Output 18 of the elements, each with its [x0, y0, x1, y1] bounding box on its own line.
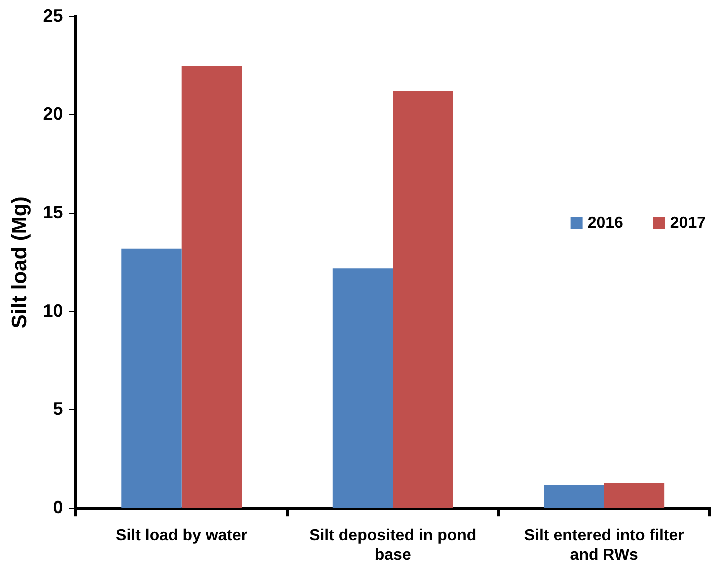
y-tick-label: 5 — [53, 399, 64, 420]
bar — [182, 66, 242, 508]
bar — [544, 484, 604, 508]
y-tick-label: 0 — [53, 498, 64, 518]
x-tick-label: Silt load by water — [116, 528, 248, 545]
bar — [332, 268, 394, 508]
y-tick-label: 20 — [43, 104, 64, 124]
legend-label: 2017 — [670, 214, 706, 232]
y-axis-title: Silt load (Mg) — [8, 196, 32, 329]
x-tick-label: Silt deposited in pond base — [310, 528, 477, 564]
x-tick-label: Silt entered into filter and RWs — [524, 528, 684, 564]
y-tick-label: 10 — [43, 300, 64, 321]
bar — [604, 483, 665, 508]
bar — [122, 248, 182, 508]
bar — [393, 92, 454, 508]
legend-label: 2016 — [588, 214, 624, 232]
y-tick-label: 15 — [43, 202, 64, 222]
y-tick-label: 25 — [43, 6, 64, 26]
